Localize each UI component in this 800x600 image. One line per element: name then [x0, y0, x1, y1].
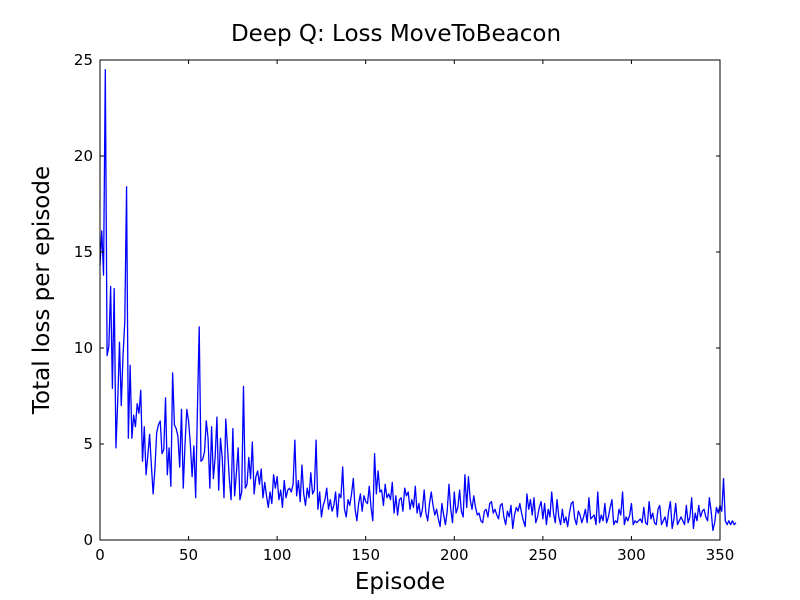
y-tick-label: 10	[74, 339, 93, 357]
series-line	[99, 68, 737, 532]
y-tick-label: 25	[74, 51, 93, 69]
x-tick-label: 250	[529, 546, 558, 564]
y-tick-label: 5	[83, 435, 93, 453]
y-tick-label: 20	[74, 147, 93, 165]
plot-frame	[99, 59, 721, 541]
y-axis-title: Total loss per episode	[29, 166, 55, 415]
x-tick-label: 100	[263, 546, 292, 564]
x-tick-label: 0	[95, 546, 105, 564]
x-tick-label: 200	[440, 546, 469, 564]
x-tick-label: 300	[617, 546, 646, 564]
y-tick-label: 0	[83, 531, 93, 549]
x-axis-title: Episode	[355, 569, 445, 595]
axis-ticks: 0 50 100 150 200 250 300 350 0 5 10 15 20 25	[74, 51, 734, 564]
x-tick-label: 150	[351, 546, 380, 564]
x-tick-label: 50	[179, 546, 198, 564]
x-tick-label: 350	[706, 546, 735, 564]
chart-title: Deep Q: Loss MoveToBeacon	[231, 21, 561, 47]
y-tick-label: 15	[74, 243, 93, 261]
